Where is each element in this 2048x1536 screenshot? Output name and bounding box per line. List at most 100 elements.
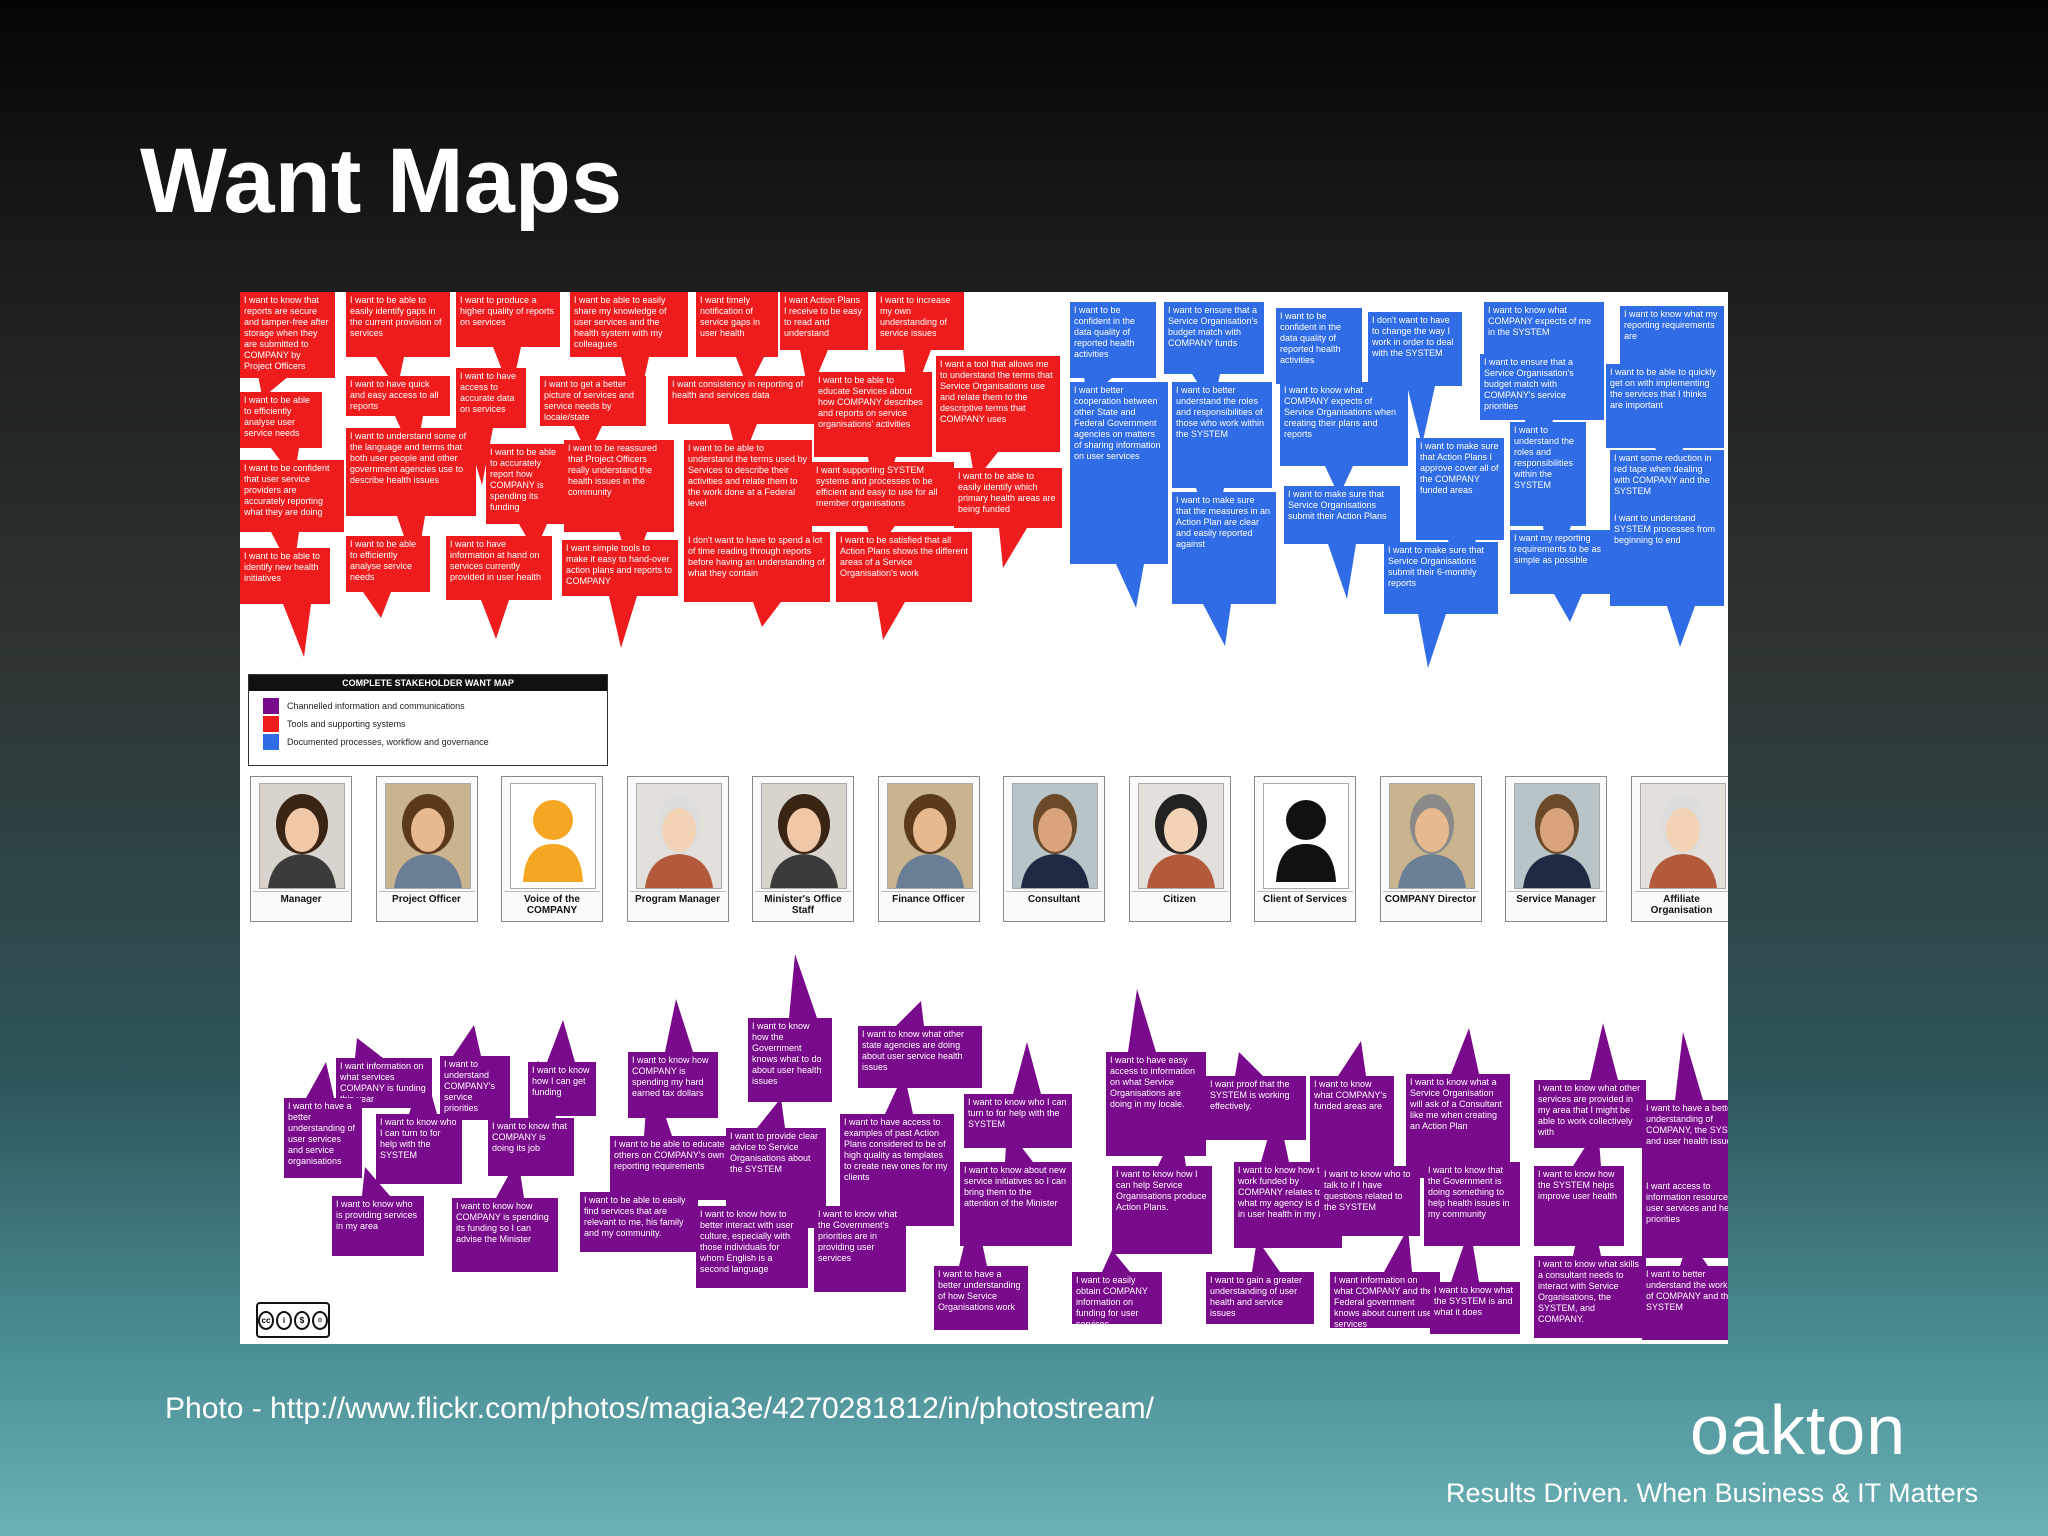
bubble-tail: [481, 600, 509, 639]
purple-want-bubble: I want to know who is providing services…: [332, 1196, 424, 1256]
bubble-tail: [355, 1038, 383, 1058]
red-want-bubble: I want to be able to easily identify gap…: [346, 292, 450, 357]
slide-title: Want Maps: [140, 130, 623, 232]
bubble-tail: [1128, 989, 1156, 1052]
blue-want-bubble: I want to know what my reporting require…: [1620, 306, 1724, 366]
purple-want-bubble: I want to have a better understanding of…: [1642, 1100, 1728, 1188]
bubble-tail: [736, 357, 764, 389]
persona-label: Service Manager: [1508, 891, 1604, 922]
bubble-tail: [1116, 564, 1144, 608]
blue-want-bubble: I want to make sure that Service Organis…: [1284, 486, 1400, 544]
red-want-bubble: I want to be confident that user service…: [240, 460, 344, 532]
bubble-tail: [1325, 466, 1353, 496]
purple-want-bubble: I want to know that COMPANY is doing its…: [488, 1118, 574, 1176]
woman-portrait-icon: [761, 783, 847, 889]
woman-portrait-icon: [1137, 783, 1224, 889]
red-want-bubble: I want simple tools to make it easy to h…: [562, 540, 678, 596]
bubble-tail: [1451, 1028, 1479, 1074]
bubble-tail: [363, 592, 391, 618]
bubble-tail: [1384, 1228, 1412, 1272]
purple-want-bubble: I want proof that the SYSTEM is working …: [1206, 1076, 1306, 1140]
persona-label: Citizen: [1131, 891, 1228, 922]
purple-want-bubble: I want to know what a Service Organisati…: [1406, 1074, 1510, 1178]
legend-label: Channelled information and communication…: [287, 701, 465, 711]
purple-want-bubble: I want to know what the SYSTEM is and wh…: [1430, 1282, 1520, 1334]
want-map-image: I want to know that reports are secure a…: [240, 292, 1728, 1344]
persona-card: Minister's Office Staff: [752, 776, 854, 922]
purple-want-bubble: I want to know what other state agencies…: [858, 1026, 982, 1088]
red-want-bubble: I want to be able to easily identify whi…: [954, 468, 1062, 528]
man-portrait-icon: [1388, 783, 1475, 889]
bubble-tail: [1418, 614, 1446, 668]
purple-want-bubble: I want to gain a greater understanding o…: [1206, 1272, 1314, 1324]
persona-card: Citizen: [1128, 776, 1231, 922]
tagline: Results Driven. When Business & IT Matte…: [1446, 1478, 1979, 1508]
persona-card: Consultant: [1003, 776, 1105, 922]
bubble-tail: [1590, 1023, 1618, 1080]
persona-card: Finance Officer: [877, 776, 980, 922]
legend-swatch-purple: [263, 698, 279, 714]
purple-want-bubble: I want to know what COMPANY's funded are…: [1310, 1076, 1394, 1166]
purple-want-bubble: I want to know how to better interact wi…: [696, 1206, 808, 1288]
red-want-bubble: I want to be able to understand the term…: [684, 440, 812, 532]
legend-swatch-red: [263, 716, 279, 732]
legend-label: Documented processes, workflow and gover…: [287, 737, 489, 747]
red-want-bubble: I want consistency in reporting of healt…: [668, 376, 814, 424]
purple-want-bubble: I want access to information resources o…: [1642, 1178, 1728, 1258]
bubble-tail: [453, 1025, 481, 1056]
purple-want-bubble: I want to know that the Government is do…: [1424, 1162, 1520, 1246]
red-want-bubble: I want to be able to accurately report h…: [486, 444, 566, 524]
purple-want-bubble: I want to know how COMPANY is spending m…: [628, 1052, 718, 1118]
persona-label: Manager: [253, 891, 349, 922]
bubble-tail: [1338, 1041, 1366, 1076]
red-want-bubble: I want to be able to efficiently analyse…: [346, 536, 430, 592]
bubble-tail: [547, 1020, 575, 1062]
purple-want-bubble: I want information on what COMPANY and t…: [1330, 1272, 1440, 1328]
red-want-bubble: I want to be able to educate Services ab…: [814, 372, 932, 457]
red-want-bubble: I want to know that reports are secure a…: [240, 292, 335, 378]
persona-card: Manager: [250, 776, 352, 922]
bubble-tail: [609, 596, 637, 648]
persona-label: Program Manager: [629, 891, 726, 922]
woman-portrait-icon: [384, 783, 471, 889]
bubble-tail: [753, 602, 781, 627]
blue-want-bubble: I want to be confident in the data quali…: [1070, 302, 1156, 378]
blue-want-bubble: I want some reduction in red tape when d…: [1610, 450, 1724, 512]
persona-card: COMPANY Director: [1379, 776, 1482, 922]
persona-card: Client of Services: [1254, 776, 1356, 922]
red-want-bubble: I want to have access to accurate data o…: [456, 368, 526, 428]
red-want-bubble: I want to produce a higher quality of re…: [456, 292, 560, 347]
blue-want-bubble: I want to make sure that Service Organis…: [1384, 542, 1498, 614]
purple-want-bubble: I want to know who I can turn to for hel…: [964, 1094, 1072, 1148]
legend-item-channelled: Channelled information and communication…: [249, 697, 607, 715]
persona-label: Finance Officer: [880, 891, 977, 922]
person-silhouette-black-icon: [1263, 783, 1349, 889]
oakton-logo: oakton: [1690, 1391, 1907, 1469]
purple-want-bubble: I want to understand COMPANY's service p…: [440, 1056, 510, 1120]
blue-want-bubble: I want my reporting requirements to be a…: [1510, 530, 1612, 594]
red-want-bubble: I want to increase my own understanding …: [876, 292, 964, 350]
red-want-bubble: I want to have information at hand on se…: [446, 536, 552, 600]
persona-card: Voice of the COMPANY: [501, 776, 603, 922]
bubble-tail: [1102, 1250, 1130, 1272]
blue-want-bubble: I want to ensure that a Service Organisa…: [1164, 302, 1264, 374]
red-want-bubble: I want to be satisfied that all Action P…: [836, 532, 972, 602]
blue-want-bubble: I want to be confident in the data quali…: [1276, 308, 1362, 384]
legend-swatch-blue: [263, 734, 279, 750]
bubble-tail: [1554, 594, 1582, 622]
purple-want-bubble: I want to have a better understanding of…: [284, 1098, 362, 1178]
bubble-tail: [1328, 544, 1356, 599]
person-silhouette-orange-icon: [510, 783, 596, 889]
blue-want-bubble: I don't want to have to change the way I…: [1368, 312, 1462, 386]
bubble-tail: [789, 954, 817, 1018]
woman-portrait-icon: [886, 783, 973, 889]
legend-label: Tools and supporting systems: [287, 719, 406, 729]
purple-want-bubble: I want to know who to talk to if I have …: [1320, 1166, 1420, 1236]
blue-want-bubble: I want to know what COMPANY expects of S…: [1280, 382, 1408, 466]
blue-want-bubble: I want to better understand the roles an…: [1172, 382, 1272, 488]
purple-want-bubble: I want to know how the Government knows …: [748, 1018, 832, 1102]
purple-want-bubble: I want to know how the SYSTEM helps impr…: [1534, 1166, 1624, 1246]
man-portrait-icon: [1514, 783, 1600, 889]
blue-want-bubble: I want to make sure that the measures in…: [1172, 492, 1276, 604]
purple-want-bubble: I want to easily obtain COMPANY informat…: [1072, 1272, 1162, 1324]
